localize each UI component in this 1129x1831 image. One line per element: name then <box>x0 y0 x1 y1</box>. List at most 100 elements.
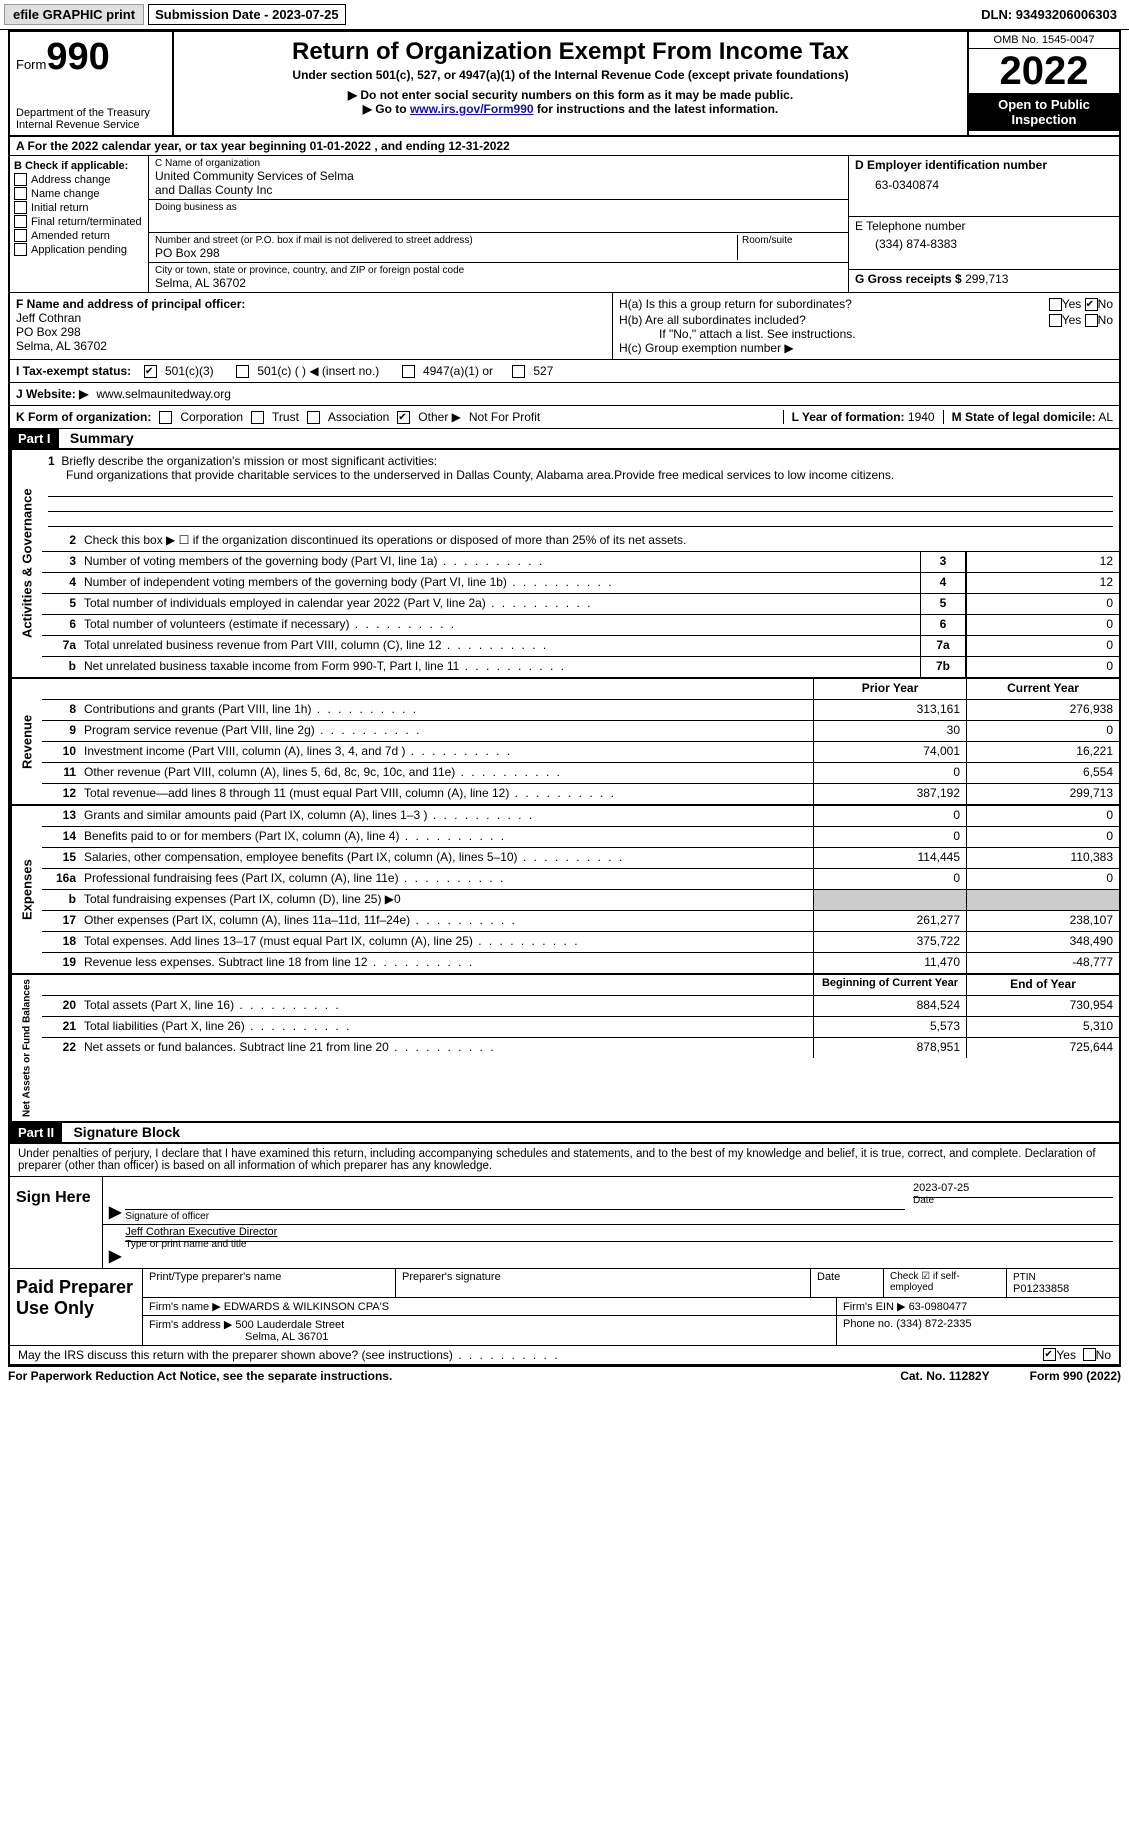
firm-name: EDWARDS & WILKINSON CPA'S <box>224 1301 389 1313</box>
discuss-yes[interactable] <box>1043 1348 1056 1361</box>
opt-initial: Initial return <box>31 202 88 214</box>
chk-final[interactable] <box>14 215 27 228</box>
vert-rev: Revenue <box>10 679 42 804</box>
chk-corp[interactable] <box>159 411 172 424</box>
chk-assoc[interactable] <box>307 411 320 424</box>
ha-no-label: No <box>1098 297 1113 311</box>
opt-501c3: 501(c)(3) <box>165 364 214 378</box>
table-row: 14Benefits paid to or for members (Part … <box>42 827 1119 848</box>
discuss-yes-label: Yes <box>1056 1348 1076 1362</box>
officer-print-name: Jeff Cothran Executive Director <box>125 1226 1113 1238</box>
chk-initial[interactable] <box>14 201 27 214</box>
arrow-icon: ▶ <box>109 1202 125 1222</box>
org-name-block: C Name of organization United Community … <box>149 156 848 200</box>
table-row: 7aTotal unrelated business revenue from … <box>42 636 1119 657</box>
efile-print-button[interactable]: efile GRAPHIC print <box>4 4 144 25</box>
prep-phone: (334) 872-2335 <box>896 1318 971 1330</box>
dba-label: Doing business as <box>155 202 842 213</box>
vert-ag: Activities & Governance <box>10 450 42 677</box>
form-footer: Form 990 (2022) <box>1030 1369 1121 1383</box>
vert-net: Net Assets or Fund Balances <box>10 975 42 1121</box>
end-year-label: End of Year <box>966 975 1119 995</box>
line2: 2 Check this box ▶ ☐ if the organization… <box>42 531 1119 552</box>
chk-501c[interactable] <box>236 365 249 378</box>
b-label: B Check if applicable: <box>14 160 144 172</box>
hb-note: If "No," attach a list. See instructions… <box>619 327 1113 341</box>
org-name-1: United Community Services of Selma <box>155 169 842 183</box>
discuss-no[interactable] <box>1083 1348 1096 1361</box>
opt-final: Final return/terminated <box>31 216 142 228</box>
ha-label: H(a) Is this a group return for subordin… <box>619 297 1049 311</box>
table-row: 21Total liabilities (Part X, line 26)5,5… <box>42 1017 1119 1038</box>
table-row: bNet unrelated business taxable income f… <box>42 657 1119 677</box>
officer-addr: PO Box 298 <box>16 325 606 339</box>
revenue-section: Revenue Prior Year Current Year 8Contrib… <box>10 679 1119 806</box>
chk-4947[interactable] <box>402 365 415 378</box>
m-value: AL <box>1098 410 1113 424</box>
section-f-h: F Name and address of principal officer:… <box>10 293 1119 360</box>
blank-line <box>48 482 1113 497</box>
table-row: 19Revenue less expenses. Subtract line 1… <box>42 953 1119 973</box>
chk-501c3[interactable] <box>144 365 157 378</box>
vert-exp: Expenses <box>10 806 42 973</box>
table-row: 8Contributions and grants (Part VIII, li… <box>42 700 1119 721</box>
note2-pre: ▶ Go to <box>363 102 410 116</box>
ha-no[interactable] <box>1085 298 1098 311</box>
ha-yes[interactable] <box>1049 298 1062 311</box>
chk-name[interactable] <box>14 187 27 200</box>
j-label: J Website: ▶ <box>16 387 88 401</box>
chk-527[interactable] <box>512 365 525 378</box>
line1-mission: 1 Briefly describe the organization's mi… <box>42 450 1119 531</box>
table-row: 10Investment income (Part VIII, column (… <box>42 742 1119 763</box>
chk-pending[interactable] <box>14 243 27 256</box>
sign-here-label: Sign Here <box>10 1177 103 1268</box>
website-row: J Website: ▶ www.selmaunitedway.org <box>10 383 1119 406</box>
sig-date-value: 2023-07-25 <box>913 1182 1113 1194</box>
table-row: 13Grants and similar amounts paid (Part … <box>42 806 1119 827</box>
section-b-c-d: B Check if applicable: Address change Na… <box>10 156 1119 293</box>
ein-value: 63-0340874 <box>855 172 1113 192</box>
hb-yes-label: Yes <box>1062 313 1082 327</box>
signature-block: Under penalties of perjury, I declare th… <box>10 1144 1119 1365</box>
h-block: H(a) Is this a group return for subordin… <box>613 293 1119 359</box>
chk-trust[interactable] <box>251 411 264 424</box>
l-label: L Year of formation: <box>792 410 905 424</box>
chk-address[interactable] <box>14 173 27 186</box>
hb-no[interactable] <box>1085 314 1098 327</box>
pra-notice: For Paperwork Reduction Act Notice, see … <box>8 1369 900 1383</box>
chk-other[interactable] <box>397 411 410 424</box>
table-row: 22Net assets or fund balances. Subtract … <box>42 1038 1119 1058</box>
irs-link[interactable]: www.irs.gov/Form990 <box>410 102 534 116</box>
note2-post: for instructions and the latest informat… <box>534 102 779 116</box>
hb-no-label: No <box>1098 313 1113 327</box>
f-label: F Name and address of principal officer: <box>16 297 606 311</box>
sig-officer-label: Signature of officer <box>125 1211 209 1222</box>
part1-header-row: Part I Summary <box>10 429 1119 450</box>
opt-501c: 501(c) ( ) ◀ (insert no.) <box>257 364 379 378</box>
table-row: 16aProfessional fundraising fees (Part I… <box>42 869 1119 890</box>
discuss-no-label: No <box>1096 1348 1111 1362</box>
officer-name: Jeff Cothran <box>16 311 606 325</box>
room-label: Room/suite <box>742 235 842 246</box>
ptin-value: P01233858 <box>1013 1283 1069 1295</box>
opt-527: 527 <box>533 364 553 378</box>
dept-treasury: Department of the Treasury <box>16 107 166 119</box>
tax-year: 2022 <box>969 49 1119 93</box>
hb-yes[interactable] <box>1049 314 1062 327</box>
table-row: 9Program service revenue (Part VIII, lin… <box>42 721 1119 742</box>
phone-block: E Telephone number (334) 874-8383 <box>849 217 1119 270</box>
form-number: Form990 <box>16 36 166 79</box>
mission-text: Fund organizations that provide charitab… <box>48 468 1113 482</box>
irs-label: Internal Revenue Service <box>16 119 166 131</box>
open-inspection: Open to Public Inspection <box>969 93 1119 131</box>
opt-trust: Trust <box>272 410 299 424</box>
addr-label: Number and street (or P.O. box if mail i… <box>155 235 737 246</box>
other-value: Not For Profit <box>469 410 540 424</box>
top-bar: efile GRAPHIC print Submission Date - 20… <box>0 0 1129 30</box>
paid-prep-label: Paid Preparer Use Only <box>10 1269 143 1345</box>
org-address: PO Box 298 <box>155 246 737 260</box>
current-year-label: Current Year <box>966 679 1119 699</box>
submission-date: Submission Date - 2023-07-25 <box>148 4 346 25</box>
firm-addr2: Selma, AL 36701 <box>149 1331 328 1343</box>
chk-amended[interactable] <box>14 229 27 242</box>
